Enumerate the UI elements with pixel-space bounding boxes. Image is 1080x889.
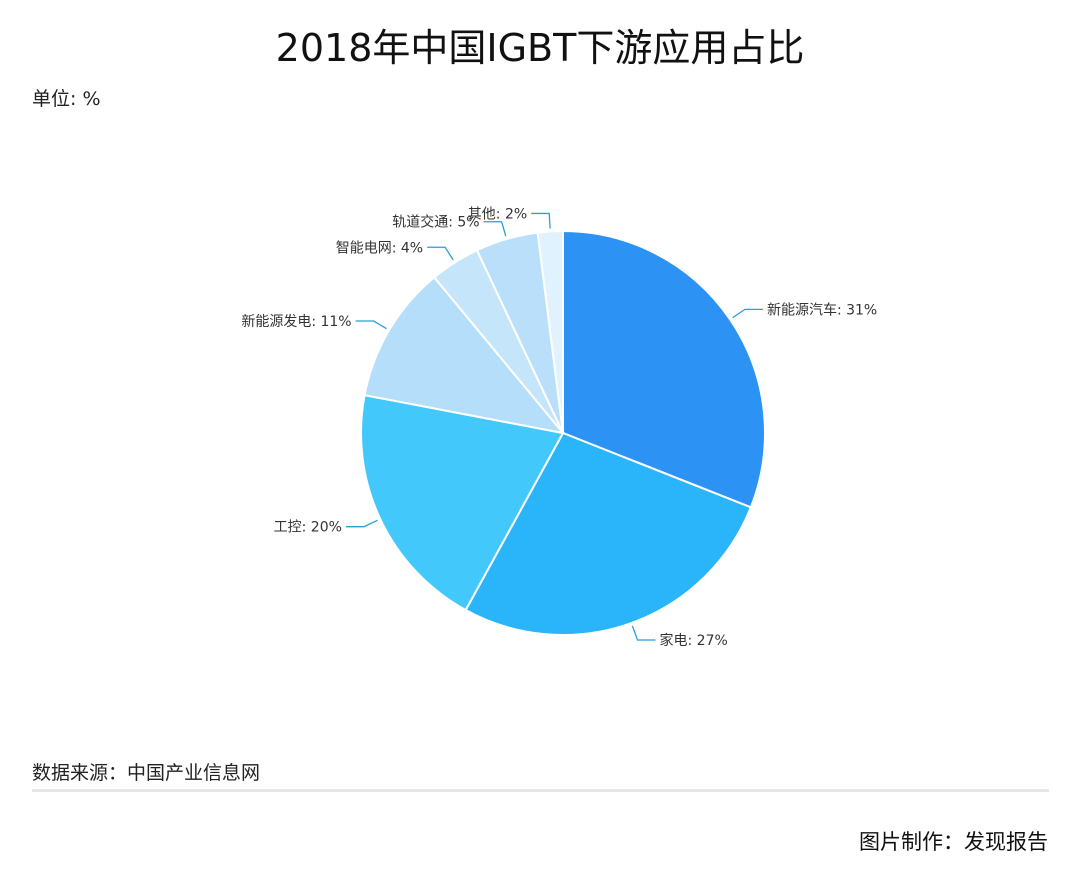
pie-slice-3 <box>363 275 566 435</box>
slice-label-1: 家电: 27% <box>660 632 728 649</box>
leaders-layer <box>345 212 763 641</box>
slice-label-5: 轨道交通: 5% <box>392 214 479 231</box>
labels-layer: 新能源汽车: 31% 家电: 27% 工控: 20% 新能源发电: 11% 智能电网: … <box>241 206 877 649</box>
divider <box>32 789 1049 792</box>
chart-credit: 图片制作：发现报告 <box>859 830 1048 854</box>
slice-label-3: 新能源发电: 11% <box>241 314 351 330</box>
slice-label-0: 新能源汽车: 31% <box>767 301 877 318</box>
slice-label-6: 其他: 2% <box>468 206 527 222</box>
slice-label-2: 工控: 20% <box>274 520 342 536</box>
pie-slice-1 <box>464 431 753 636</box>
pie-slice-6 <box>536 229 564 434</box>
leader-line-4 <box>427 246 454 261</box>
data-source: 数据来源：中国产业信息网 <box>32 762 261 784</box>
pie-slice-2 <box>360 393 565 612</box>
leader-line-3 <box>355 320 387 330</box>
pie-slice-0 <box>562 229 766 509</box>
leader-line-1 <box>631 625 656 641</box>
leader-line-6 <box>531 212 551 229</box>
leader-line-5 <box>483 221 507 237</box>
leader-line-0 <box>732 308 763 319</box>
slices-layer <box>360 229 766 636</box>
slice-label-4: 智能电网: 4% <box>336 240 423 256</box>
leader-line-2 <box>345 519 378 528</box>
chart-title: 2018年中国IGBT下游应用占比 <box>275 26 805 70</box>
unit-label: 单位: % <box>32 88 101 110</box>
